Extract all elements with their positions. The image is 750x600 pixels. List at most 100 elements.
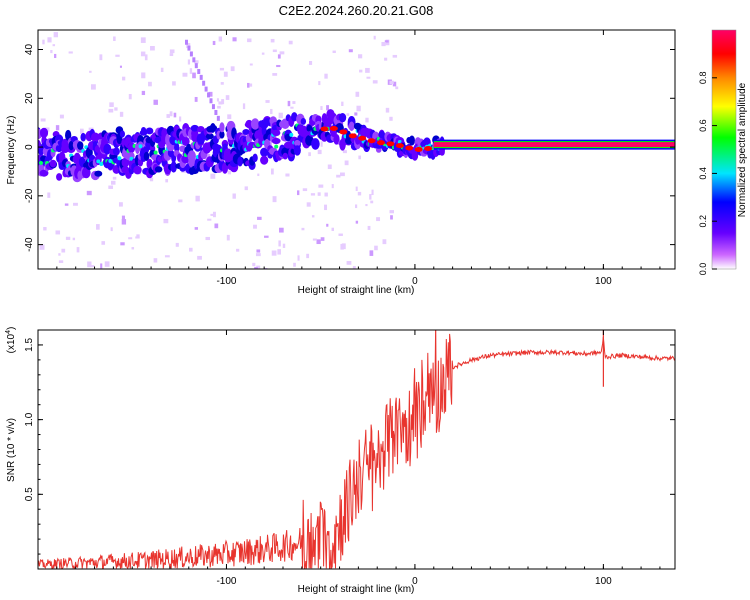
noise-speckle xyxy=(169,111,173,117)
noise-speckle xyxy=(301,227,305,231)
noise-speckle xyxy=(220,82,224,85)
spectral-hotspot xyxy=(395,143,404,149)
noise-speckle xyxy=(189,68,193,74)
noise-speckle xyxy=(114,107,118,111)
noise-speckle xyxy=(64,203,69,206)
spectral-streak xyxy=(192,57,196,63)
spectral-blob xyxy=(56,173,63,181)
noise-speckle xyxy=(59,114,64,119)
snr-multiplier-exp: 4 xyxy=(5,330,12,334)
noise-speckle xyxy=(141,90,146,96)
noise-speckle xyxy=(214,223,219,229)
noise-speckle xyxy=(143,127,149,131)
noise-speckle xyxy=(195,195,200,202)
noise-speckle xyxy=(205,236,211,241)
noise-speckle xyxy=(89,70,92,73)
noise-speckle xyxy=(39,244,45,250)
spectral-blob xyxy=(170,161,177,173)
noise-speckle xyxy=(277,54,281,59)
noise-speckle xyxy=(194,96,198,102)
noise-speckle xyxy=(282,243,286,248)
noise-speckle xyxy=(272,49,277,53)
noise-speckle xyxy=(226,234,230,241)
spectral-blob xyxy=(39,169,49,177)
noise-speckle xyxy=(149,177,154,182)
noise-speckle xyxy=(192,72,196,79)
noise-speckle xyxy=(344,160,349,166)
noise-speckle xyxy=(270,38,275,43)
noise-speckle xyxy=(327,164,332,170)
noise-speckle xyxy=(210,173,216,179)
noise-speckle xyxy=(279,51,285,55)
noise-speckle xyxy=(121,215,125,221)
noise-speckle xyxy=(216,98,219,102)
noise-speckle xyxy=(90,265,95,268)
spectral-hotspot xyxy=(348,133,357,139)
noise-speckle xyxy=(317,149,322,155)
noise-speckle xyxy=(369,250,374,256)
spectral-blob xyxy=(280,118,290,130)
noise-speckle xyxy=(257,216,262,220)
spectral-blob xyxy=(61,144,70,154)
spectral-streak xyxy=(185,39,188,45)
spectral-blob xyxy=(68,140,74,151)
spectral-blob xyxy=(121,157,130,168)
noise-speckle xyxy=(346,261,352,265)
noise-speckle xyxy=(355,91,360,97)
spectral-blob xyxy=(94,170,103,177)
noise-speckle xyxy=(90,84,96,90)
noise-speckle xyxy=(223,71,228,77)
noise-speckle xyxy=(96,224,100,230)
spectral-blob xyxy=(333,133,340,145)
noise-speckle xyxy=(221,99,225,105)
noise-speckle xyxy=(140,37,146,43)
spectral-peak xyxy=(138,144,143,149)
noise-speckle xyxy=(207,218,212,221)
spectral-streak xyxy=(202,80,206,86)
snr-multiplier-close: ) xyxy=(6,327,17,330)
noise-speckle xyxy=(110,227,113,232)
noise-speckle xyxy=(392,81,397,87)
noise-speckle xyxy=(316,239,321,245)
noise-speckle xyxy=(306,202,311,207)
noise-speckle xyxy=(253,224,257,229)
spectral-blob xyxy=(237,156,243,167)
noise-speckle xyxy=(169,53,174,57)
noise-speckle xyxy=(120,242,125,246)
noise-speckle xyxy=(118,202,123,207)
noise-speckle xyxy=(292,101,296,104)
noise-speckle xyxy=(128,237,133,240)
spectral-blob xyxy=(77,141,84,150)
noise-speckle xyxy=(288,40,293,45)
noise-speckle xyxy=(354,112,358,116)
noise-speckle xyxy=(357,191,362,196)
spectral-blob xyxy=(293,145,301,156)
spectral-blob xyxy=(219,122,225,133)
spectrogram-ytick-label: -40 xyxy=(24,237,35,252)
spectral-blob xyxy=(408,135,416,146)
spectral-blob xyxy=(348,121,355,132)
spectral-hotspot xyxy=(367,138,376,144)
noise-speckle xyxy=(58,260,64,263)
snr-xtick-label: 0 xyxy=(412,576,418,587)
noise-speckle xyxy=(80,128,84,134)
spectral-blob xyxy=(190,124,199,132)
noise-speckle xyxy=(392,54,398,58)
noise-speckle xyxy=(53,32,59,38)
colorbar: 0.0 0.2 0.4 0.6 0.8 Normalized spectral ampl… xyxy=(698,29,748,276)
colorbar-tick-label: 0.0 xyxy=(698,263,708,276)
noise-speckle xyxy=(115,54,120,57)
noise-speckle xyxy=(277,249,281,255)
noise-speckle xyxy=(341,243,346,250)
spectral-blob xyxy=(271,137,281,145)
spectrogram-ytick-label: 40 xyxy=(24,44,35,56)
spectral-hotspot xyxy=(320,126,329,132)
spectrogram-panel: -100 0 100 -40 -20 0 20 40 Height of straight l… xyxy=(6,29,676,296)
noise-speckle xyxy=(219,67,225,71)
noise-speckle xyxy=(119,65,122,68)
noise-speckle xyxy=(218,101,223,105)
spectrogram-xtick-label: -100 xyxy=(216,276,236,287)
noise-speckle xyxy=(370,200,374,204)
noise-speckle xyxy=(131,247,135,250)
spectral-streak xyxy=(187,45,191,51)
